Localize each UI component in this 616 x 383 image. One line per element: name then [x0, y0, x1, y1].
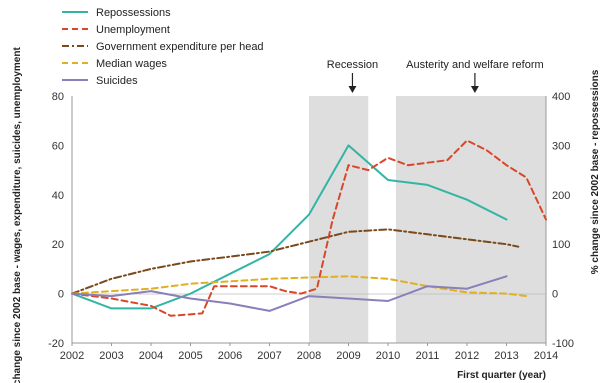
- right-axis-title: % change since 2002 base - repossessions: [590, 69, 601, 274]
- series-lines: [71, 139, 547, 317]
- y-tick-labels-right: -100 0 100 200 300 400: [552, 91, 574, 350]
- shaded-period-austerity-and-welfare-reform: [395, 96, 546, 343]
- x-axis-title: First quarter (year): [457, 370, 546, 381]
- y-tick-labels-left: -20 0 20 40 60 80: [48, 91, 64, 350]
- legend-label-median-wages: Median wages: [96, 58, 167, 70]
- x-tick-label: 2008: [297, 350, 321, 362]
- annotation-arrow-head: [348, 86, 357, 93]
- annotations: Recession Austerity and welfare reform: [327, 59, 544, 93]
- x-tick-label: 2004: [139, 350, 163, 362]
- x-tick-label: 2013: [494, 350, 518, 362]
- x-tick-label: 2005: [178, 350, 202, 362]
- y-tick-label-left: 20: [52, 239, 64, 251]
- legend-label-government-expenditure-per-head: Government expenditure per head: [96, 41, 264, 53]
- y-tick-label-left: 80: [52, 91, 64, 103]
- x-tick-label: 2002: [60, 350, 84, 362]
- y-tick-label-right: 0: [552, 289, 558, 301]
- y-tick-label-right: 300: [552, 140, 570, 152]
- series-line-median-wages: [71, 275, 528, 298]
- x-tick-label: 2006: [218, 350, 242, 362]
- x-tick-label: 2010: [376, 350, 400, 362]
- shaded-periods: [309, 96, 546, 343]
- annotation-label-austerity-and-welfare-reform: Austerity and welfare reform: [406, 59, 544, 71]
- series-line-repossessions: [71, 144, 508, 310]
- x-tick-label: 2011: [416, 350, 440, 362]
- series-line-unemployment: [71, 139, 547, 317]
- x-tick-label: 2009: [336, 350, 360, 362]
- y-tick-label-right: -100: [552, 338, 574, 350]
- x-tick-label: 2014: [534, 350, 558, 362]
- y-tick-label-right: 400: [552, 91, 570, 103]
- y-tick-label-right: 200: [552, 190, 570, 202]
- x-tick-label: 2012: [455, 350, 479, 362]
- x-tick-label: 2007: [257, 350, 281, 362]
- annotation-arrow-head: [470, 86, 479, 93]
- series-line-government-expenditure-per-head: [71, 228, 520, 295]
- y-tick-label-left: 40: [52, 190, 64, 202]
- legend-label-repossessions: Repossessions: [96, 7, 171, 19]
- left-axis-title: % change since 2002 base - wages, expend…: [12, 47, 23, 383]
- annotation-label-recession: Recession: [327, 59, 378, 71]
- legend: Repossessions Unemployment Government expe…: [62, 7, 264, 87]
- shaded-period-recession: [309, 96, 369, 343]
- y-tick-label-left: -20: [48, 338, 64, 350]
- legend-label-suicides: Suicides: [96, 75, 138, 87]
- series-line-suicides: [71, 275, 508, 312]
- y-tick-label-left: 0: [58, 289, 64, 301]
- legend-label-unemployment: Unemployment: [96, 24, 170, 36]
- x-tick-labels: 2002 2003 2004 2005 2006 2007 2008 2009 2010 2011…: [60, 343, 558, 362]
- y-tick-label-left: 60: [52, 140, 64, 152]
- y-tick-label-right: 100: [552, 239, 570, 251]
- x-tick-label: 2003: [99, 350, 123, 362]
